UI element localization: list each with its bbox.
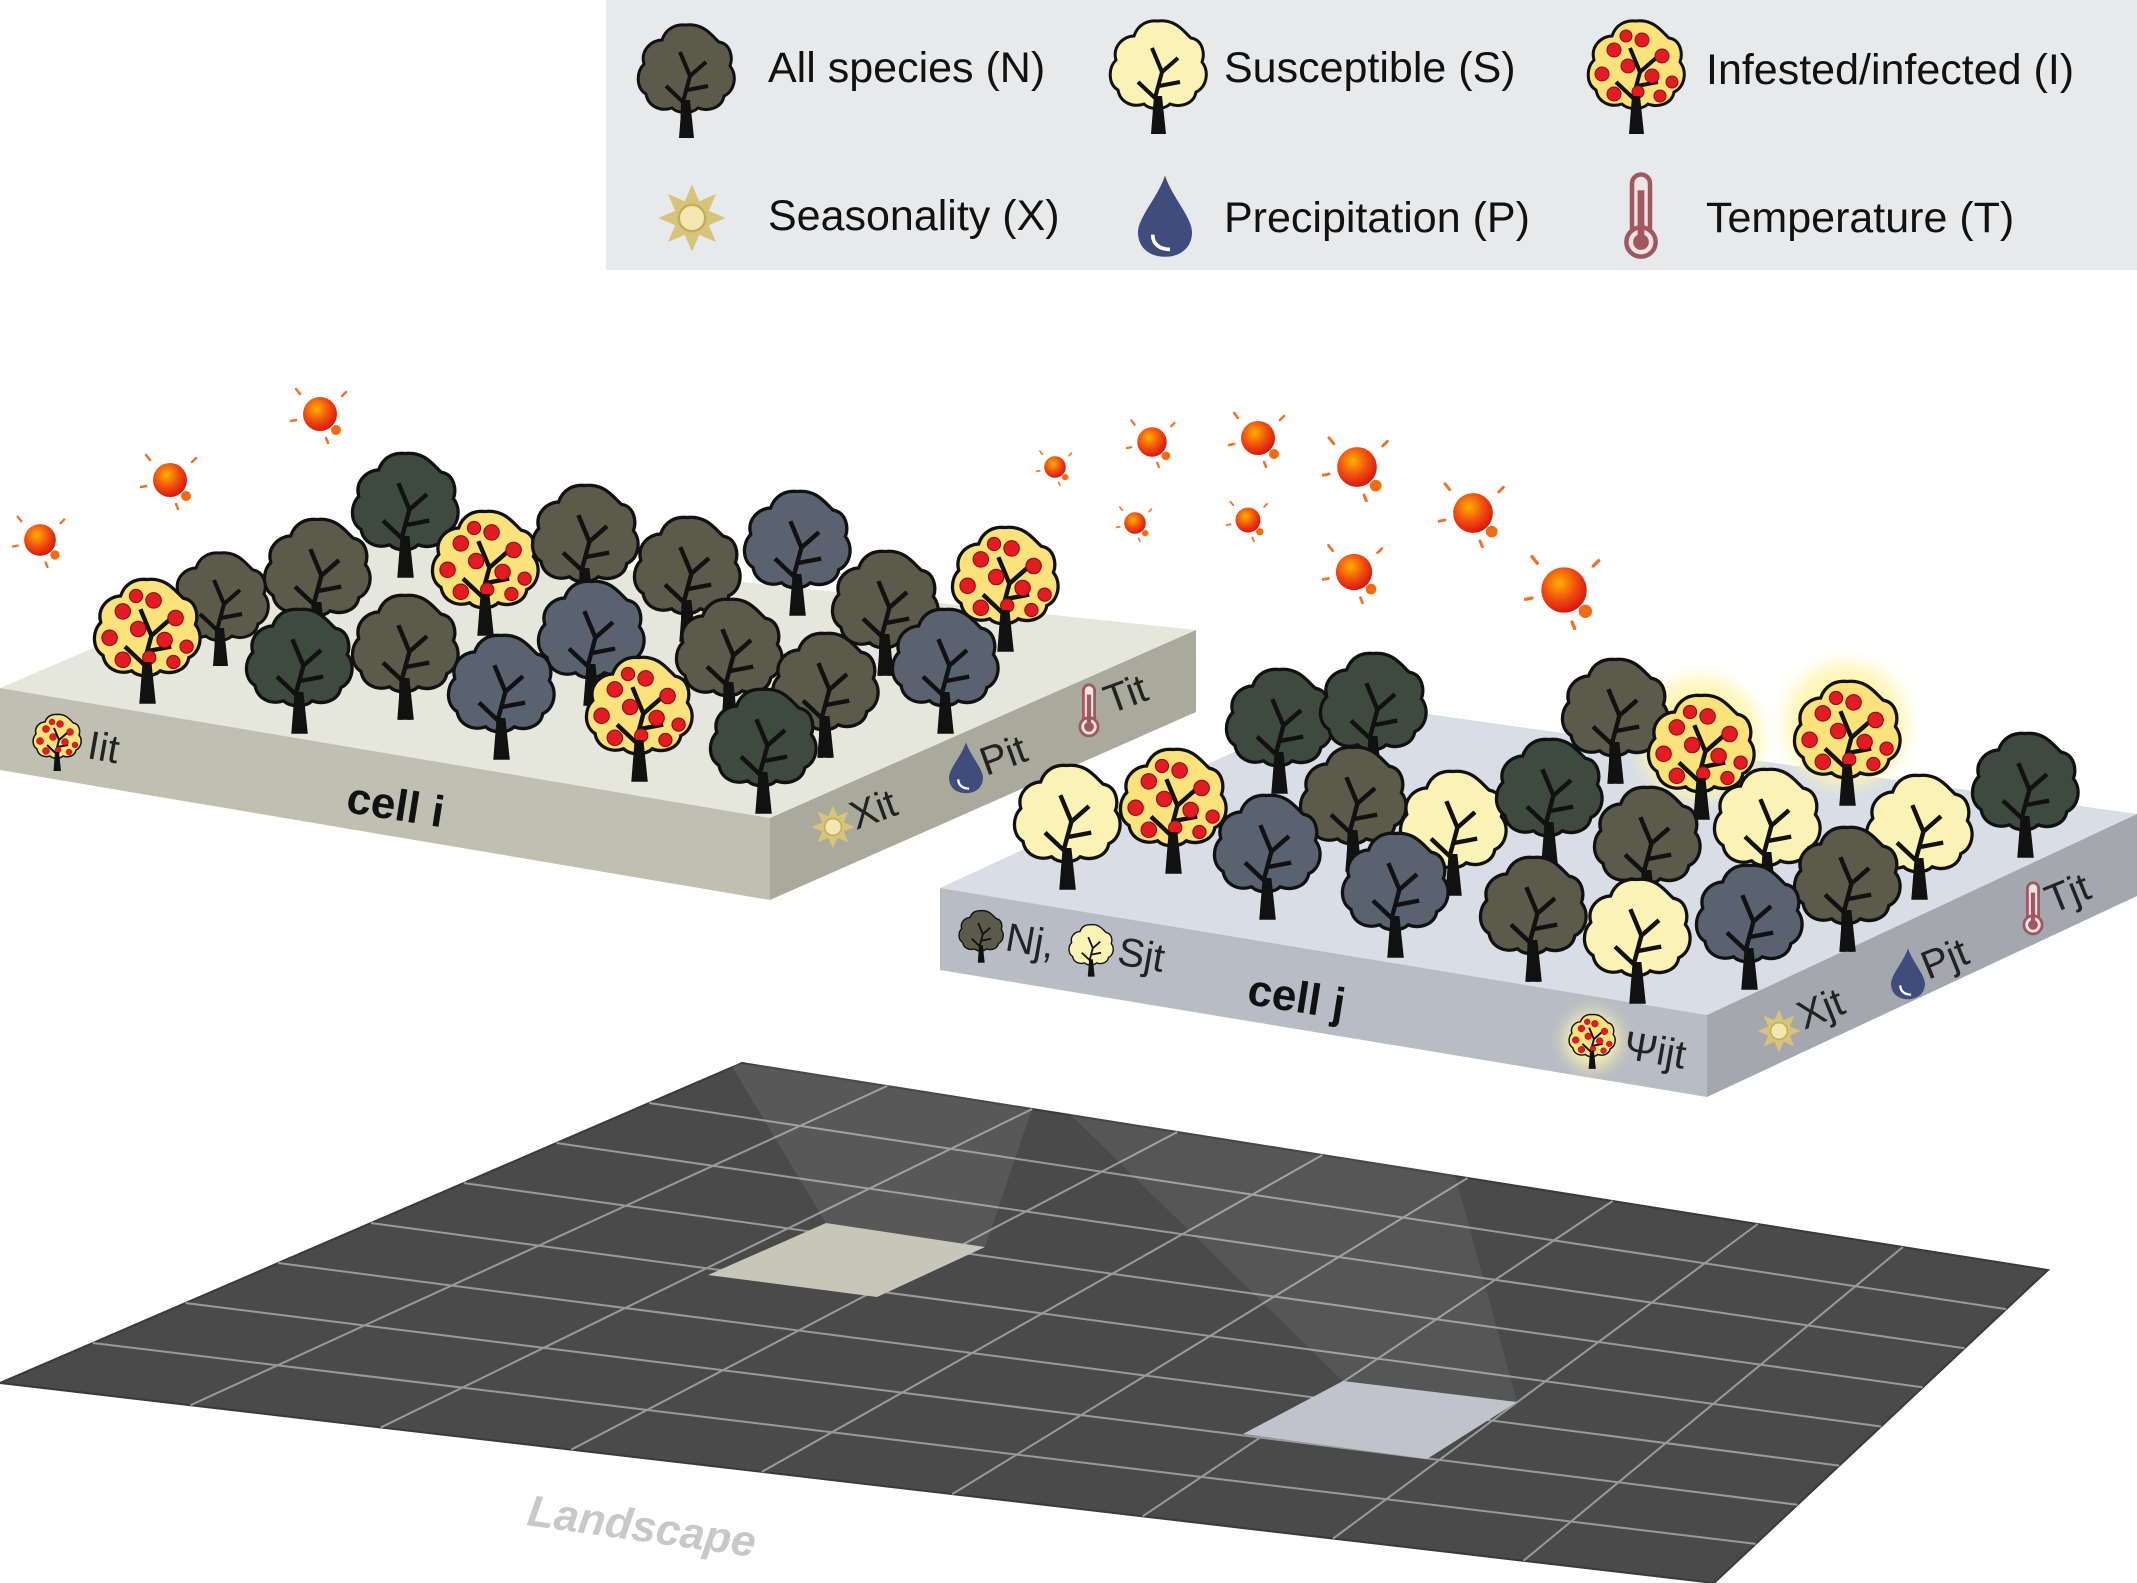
thermometer-icon xyxy=(1078,683,1100,738)
legend: All species (N) Susceptible (S) Infested… xyxy=(606,0,2137,270)
legend-item-all-species: All species (N) xyxy=(768,44,1045,92)
sun-icon xyxy=(1756,1008,1802,1054)
landscape-cell-i xyxy=(708,1223,985,1297)
cell-i: Iit cell i Xit Pit Tit xyxy=(0,453,1196,900)
cell-j-susceptible-label: Sjt xyxy=(1114,930,1168,981)
spore-icon xyxy=(1116,506,1153,542)
spore-icon xyxy=(1524,555,1601,630)
landscape: Landscape xyxy=(0,1061,2051,1583)
cell-i-front xyxy=(0,688,770,900)
cell-j-psi-label: Ψijt xyxy=(1620,1024,1689,1078)
cell-j-front xyxy=(940,888,1707,1097)
projection-beam-i xyxy=(730,1063,1040,1247)
spore-icon xyxy=(1322,436,1389,502)
sun-icon xyxy=(657,183,727,253)
grid-line xyxy=(463,1182,1923,1389)
grid-line xyxy=(556,1142,1965,1350)
spore-icon xyxy=(140,453,198,510)
legend-item-susceptible: Susceptible (S) xyxy=(1224,44,1516,92)
spore-icon xyxy=(12,515,66,568)
thermometer-icon xyxy=(1626,175,1655,257)
grid-line xyxy=(649,1102,2007,1311)
projection-beam-j xyxy=(1040,1085,1517,1402)
spore-icon xyxy=(1228,411,1286,468)
grid-line xyxy=(185,1302,1798,1506)
grid-line xyxy=(370,1222,1882,1428)
spore-icon xyxy=(1126,419,1176,468)
cell-j-species-label: Nj, xyxy=(1002,916,1058,968)
sun-icon xyxy=(810,804,856,850)
landscape-gridlines xyxy=(92,1085,2007,1562)
cell-j: Nj, Sjt cell j Ψijt Xjt Pjt Tjt xyxy=(940,653,2137,1097)
grid-line xyxy=(92,1342,1756,1545)
thermometer-icon xyxy=(2022,881,2044,936)
grid-line xyxy=(278,1262,1840,1467)
cell-i-infested-label: Iit xyxy=(84,724,122,773)
legend-item-temperature: Temperature (T) xyxy=(1706,194,2014,242)
spore-icon xyxy=(1438,482,1505,548)
spore-icon xyxy=(290,387,348,444)
landscape-label: Landscape xyxy=(525,1486,759,1567)
spore-icon xyxy=(1226,500,1268,542)
legend-background xyxy=(606,0,2137,270)
spore-icon xyxy=(1322,543,1384,604)
landscape-cell-j xyxy=(1243,1381,1517,1459)
legend-item-infested: Infested/infected (I) xyxy=(1706,46,2074,94)
legend-item-precipitation: Precipitation (P) xyxy=(1224,194,1530,242)
legend-item-seasonality: Seasonality (X) xyxy=(768,192,1060,240)
spore-icon xyxy=(1036,450,1073,486)
